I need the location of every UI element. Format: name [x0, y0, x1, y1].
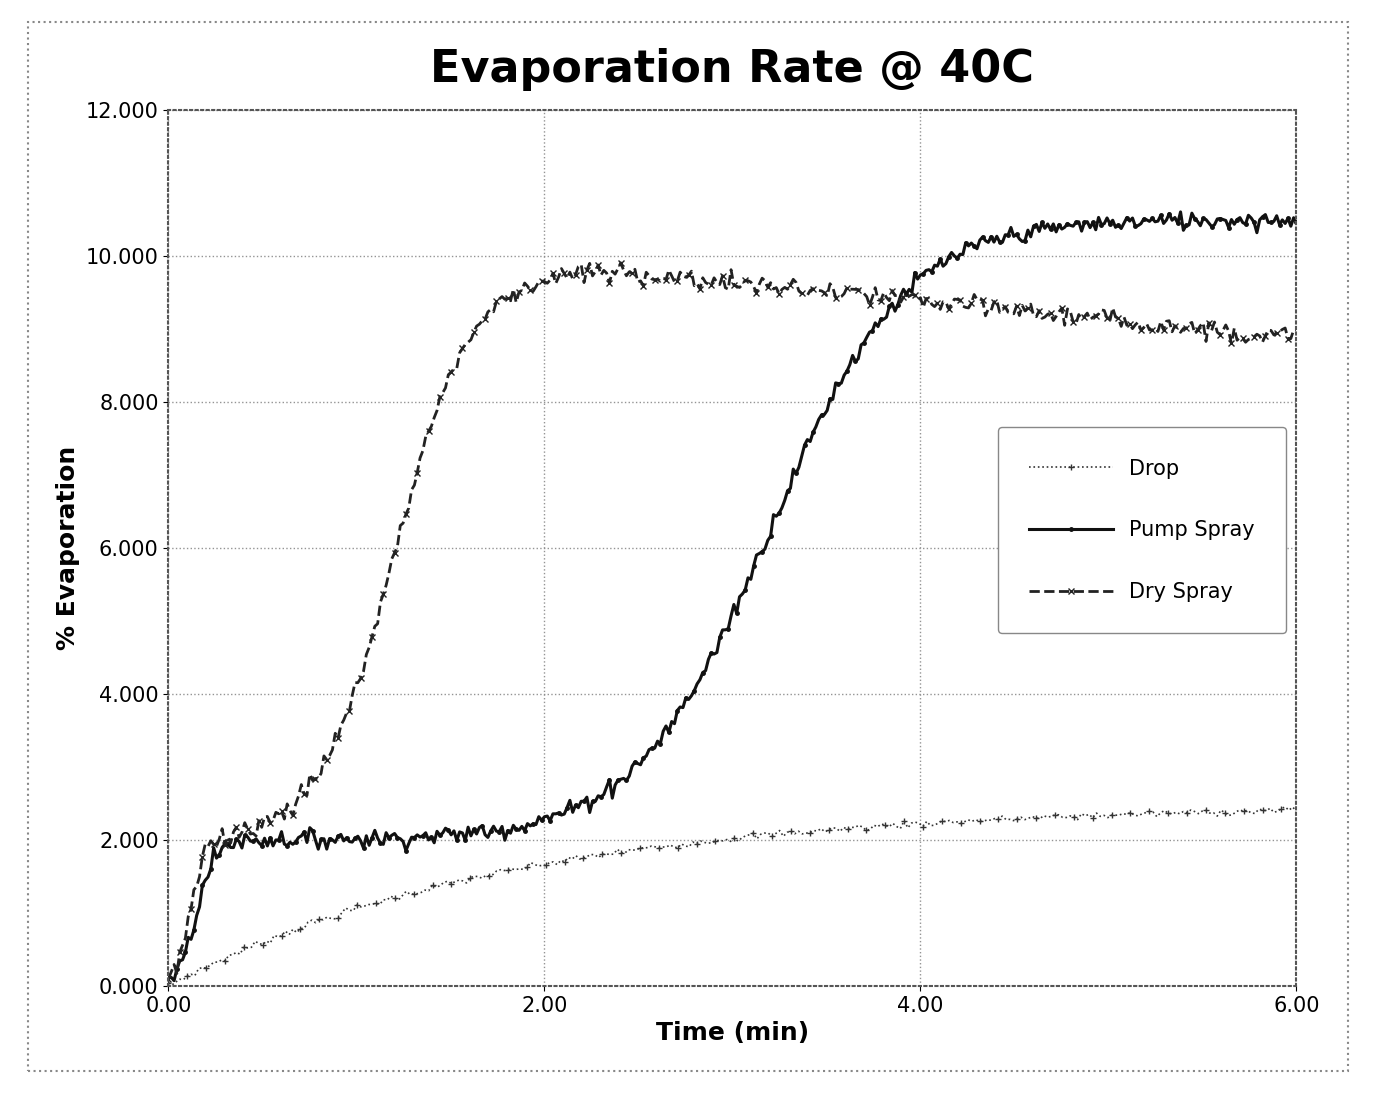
Dry Spray	[607, 268, 623, 281]
Pump Spray	[531, 810, 548, 823]
Drop	[1277, 800, 1293, 813]
Legend: Drop, Pump Spray, Dry Spray: Drop, Pump Spray, Dry Spray	[998, 427, 1287, 633]
Pump Spray	[977, 234, 993, 247]
Pump Spray	[1172, 205, 1189, 219]
Pump Spray	[160, 971, 176, 984]
Drop	[835, 821, 852, 834]
Pump Spray	[299, 836, 315, 849]
Line: Dry Spray: Dry Spray	[165, 259, 1300, 983]
Drop	[164, 978, 180, 991]
Dry Spray	[982, 304, 999, 317]
Line: Drop: Drop	[165, 804, 1299, 988]
Pump Spray	[982, 230, 999, 243]
Pump Spray	[166, 974, 183, 987]
Pump Spray	[872, 313, 889, 326]
Dry Spray	[296, 787, 312, 800]
Dry Spray	[977, 309, 993, 322]
X-axis label: Time (min): Time (min)	[656, 1021, 809, 1045]
Dry Spray	[160, 972, 176, 985]
Drop	[1288, 804, 1304, 818]
Line: Pump Spray: Pump Spray	[165, 209, 1300, 984]
Pump Spray	[610, 774, 626, 787]
Drop	[1115, 808, 1131, 821]
Title: Evaporation Rate @ 40C: Evaporation Rate @ 40C	[431, 48, 1035, 91]
Dry Spray	[528, 280, 545, 293]
Drop	[831, 825, 848, 838]
Y-axis label: % Evaporation: % Evaporation	[56, 446, 80, 650]
Dry Spray	[1288, 324, 1304, 337]
Pump Spray	[1288, 215, 1304, 228]
Drop	[1186, 804, 1203, 818]
Drop	[160, 976, 176, 989]
Drop	[854, 821, 871, 834]
Drop	[168, 975, 184, 988]
Dry Spray	[612, 256, 629, 269]
Dry Spray	[872, 294, 889, 307]
